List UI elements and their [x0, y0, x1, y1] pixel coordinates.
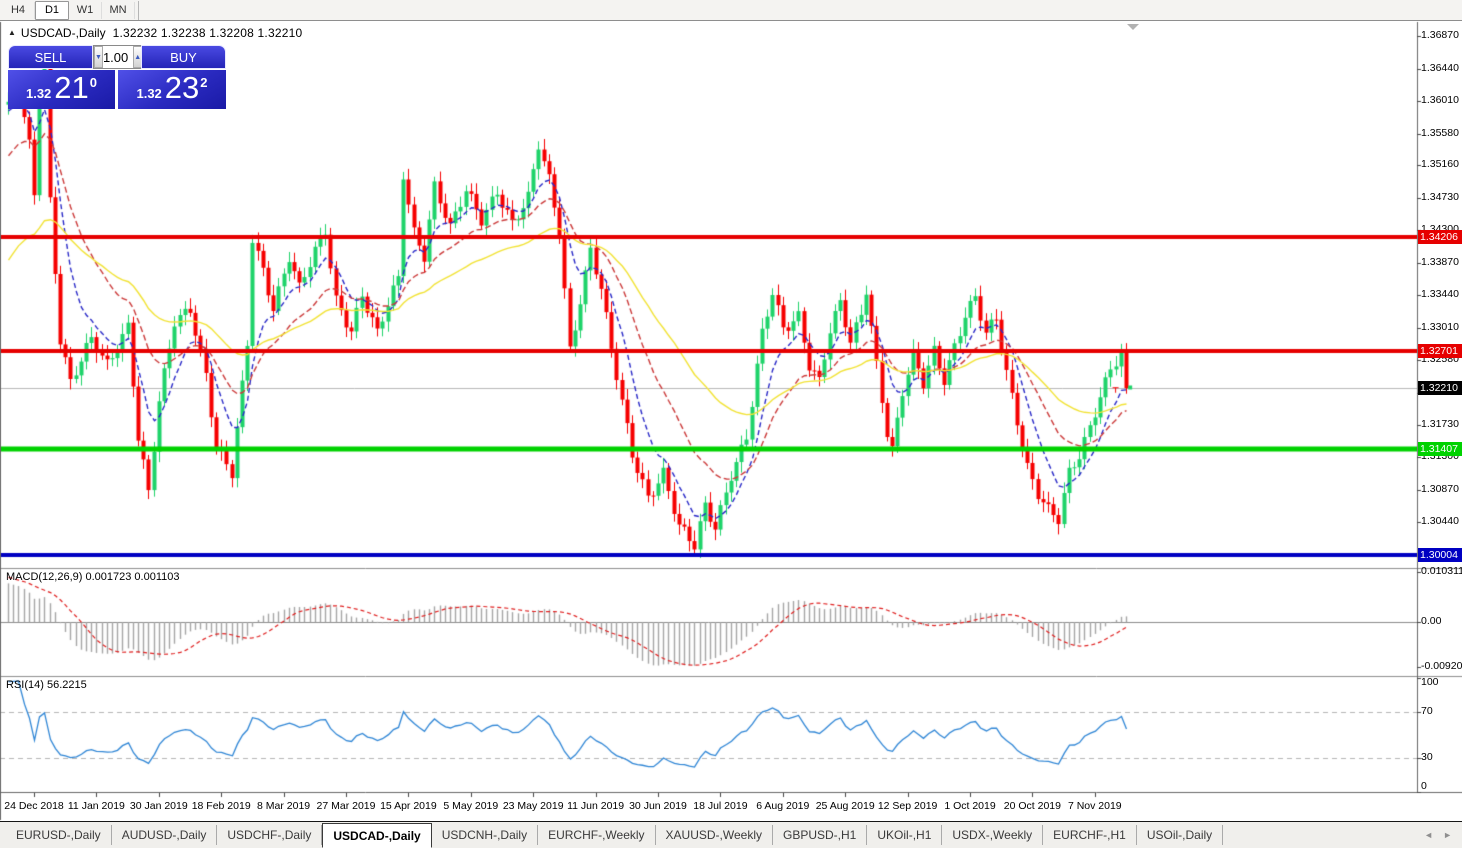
buy-price-big: 23 — [164, 70, 200, 105]
timeframe-button-d1[interactable]: D1 — [35, 0, 69, 20]
lot-size-input[interactable]: 1.00 — [102, 49, 129, 65]
chart-tab-eurchf-h1[interactable]: EURCHF-,H1 — [1043, 825, 1137, 845]
sell-price-prefix: 1.32 — [25, 86, 52, 101]
lot-decrease-icon[interactable]: ▼ — [94, 46, 103, 68]
lot-size-spinner: ▼ 1.00 ▲ — [93, 45, 143, 69]
sell-price-pip: 0 — [89, 75, 98, 90]
chart-tab-usdcad-daily[interactable]: USDCAD-,Daily — [322, 823, 432, 848]
toolbar-divider — [138, 0, 139, 20]
chart-tab-gbpusd-h1[interactable]: GBPUSD-,H1 — [773, 825, 868, 845]
chart-tab-usdcnh-daily[interactable]: USDCNH-,Daily — [432, 825, 539, 845]
sell-price-display[interactable]: 1.32 21 0 — [8, 70, 115, 109]
chart-tab-ukoil-h1[interactable]: UKOil-,H1 — [867, 825, 943, 845]
tab-scroll-controls: ◄ ► — [1424, 822, 1462, 848]
chart-tab-usoil-daily[interactable]: USOil-,Daily — [1137, 825, 1224, 845]
symbol-ohlc-values: 1.32232 1.32238 1.32208 1.32210 — [112, 26, 303, 40]
sell-price-big: 21 — [54, 70, 89, 105]
chart-tab-usdchf-daily[interactable]: USDCHF-,Daily — [217, 825, 323, 845]
buy-price-display[interactable]: 1.32 23 2 — [118, 70, 226, 109]
buy-button[interactable]: BUY — [141, 45, 226, 69]
sell-button[interactable]: SELL — [8, 45, 93, 69]
timeframe-button-h4[interactable]: H4 — [2, 1, 35, 19]
chart-tab-audusd-daily[interactable]: AUDUSD-,Daily — [112, 825, 218, 845]
chart-tabbar: EURUSD-,Daily AUDUSD-,Daily USDCHF-,Daily U… — [0, 821, 1462, 848]
panel-collapse-icon[interactable]: ▲ — [8, 28, 16, 37]
one-click-trading-panel: SELL ▼ 1.00 ▲ BUY 1.32 21 0 1.32 23 2 — [8, 45, 226, 109]
macd-indicator-label: MACD(12,26,9) 0.001723 0.001103 — [6, 571, 180, 583]
timeframe-button-mn[interactable]: MN — [102, 1, 135, 19]
chart-tab-usdx-weekly[interactable]: USDX-,Weekly — [942, 825, 1044, 845]
timeframe-button-w1[interactable]: W1 — [69, 1, 102, 19]
rsi-indicator-label: RSI(14) 56.2215 — [6, 679, 87, 691]
buy-price-pip: 2 — [200, 75, 208, 90]
chart-tab-xauusd-weekly[interactable]: XAUUSD-,Weekly — [656, 825, 773, 845]
tab-scroll-right-icon[interactable]: ► — [1443, 830, 1452, 840]
buy-price-prefix: 1.32 — [136, 86, 162, 101]
chart-tab-eurchf-weekly[interactable]: EURCHF-,Weekly — [538, 825, 656, 845]
tab-scroll-left-icon[interactable]: ◄ — [1424, 830, 1434, 840]
chart-tab-eurusd-daily[interactable]: EURUSD-,Daily — [6, 825, 112, 845]
chart-title: ▲ USDCAD-,Daily 1.32232 1.32238 1.32208 1.… — [8, 26, 302, 40]
symbol-name: USDCAD-,Daily — [20, 26, 106, 40]
timeframe-toolbar: H4 D1 W1 MN — [0, 0, 1462, 21]
chart-shift-marker-icon[interactable] — [1127, 24, 1139, 30]
